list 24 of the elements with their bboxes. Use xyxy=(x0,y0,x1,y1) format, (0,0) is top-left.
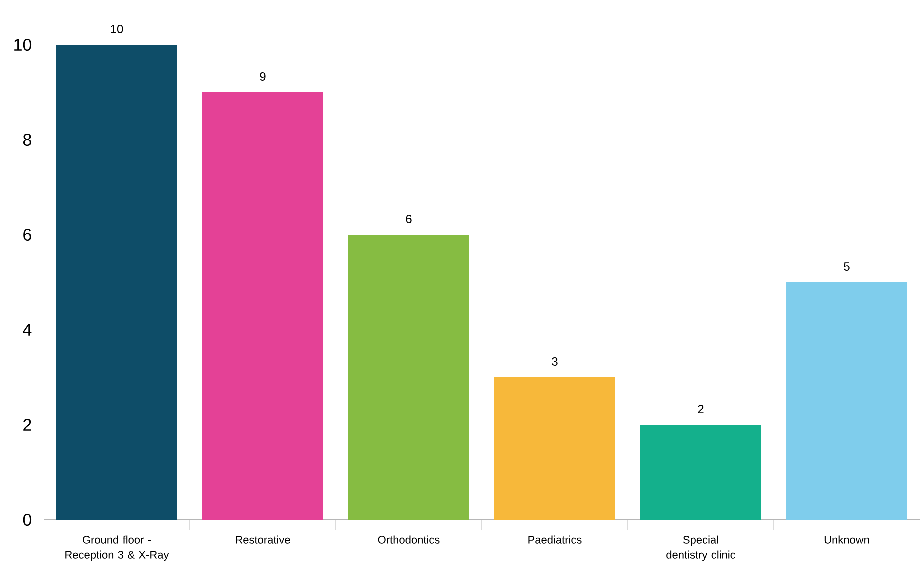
data-label: 10 xyxy=(111,24,124,34)
data-label: 9 xyxy=(260,72,266,81)
x-tick-label: Paediatrics xyxy=(528,536,582,544)
y-tick-label: 4 xyxy=(23,324,32,336)
data-label: 5 xyxy=(844,262,850,271)
bar xyxy=(348,235,470,520)
data-label: 3 xyxy=(552,357,558,366)
bar xyxy=(494,378,616,520)
x-tick-label: Ground floor - Reception 3 & X-Ray xyxy=(66,536,170,562)
x-tick-label: Orthodontics xyxy=(378,536,440,544)
bar xyxy=(56,44,178,520)
bar xyxy=(786,282,908,520)
y-tick-label: 10 xyxy=(14,38,32,52)
bar xyxy=(640,425,762,520)
x-tick-label: Special dentistry clinic xyxy=(666,536,736,562)
x-tick-label: Unknown xyxy=(824,536,870,544)
data-label: 6 xyxy=(406,214,412,224)
data-label: 2 xyxy=(698,405,704,414)
y-tick-label: 8 xyxy=(23,134,32,146)
x-tick-label: Restorative xyxy=(236,536,290,544)
y-tick-label: 6 xyxy=(24,228,32,242)
y-tick-label: 2 xyxy=(24,419,32,431)
bar xyxy=(202,92,324,520)
y-tick-label: 0 xyxy=(23,514,32,526)
